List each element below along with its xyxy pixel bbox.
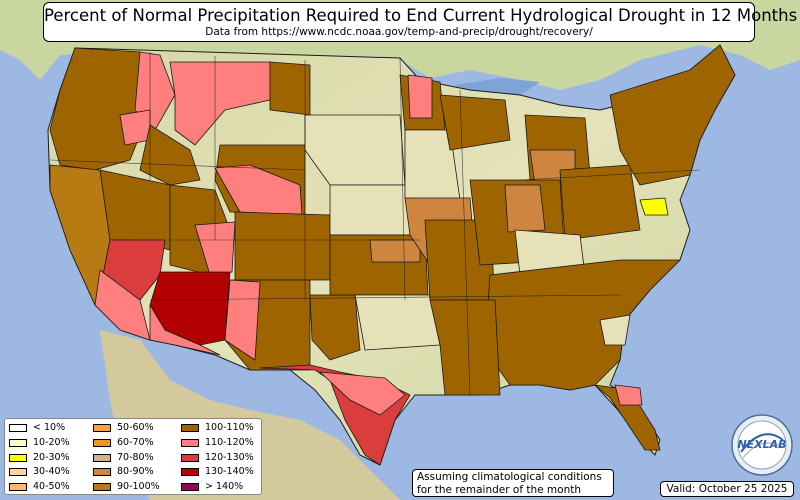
region-montana-east	[269, 61, 311, 116]
legend-label: 40-50%	[33, 481, 70, 493]
legend-item: 90-100%	[93, 481, 160, 493]
legend-label: 130-140%	[205, 466, 254, 478]
legend-item: 10-20%	[9, 437, 70, 449]
region-maryland-yellow	[639, 197, 669, 216]
legend-item: > 140%	[181, 481, 243, 493]
region-idaho-south	[139, 124, 201, 186]
region-florida-north-pink	[614, 384, 643, 406]
region-texas-central-pink	[319, 371, 406, 416]
region-arkansas-louisiana	[429, 299, 501, 396]
legend-label: 60-70%	[117, 436, 154, 448]
legend-swatch	[181, 468, 199, 477]
region-nebraska-light	[329, 184, 411, 236]
legend-item: 40-50%	[9, 481, 70, 493]
legend-swatch	[93, 453, 111, 462]
region-southeast	[484, 259, 681, 391]
legend-swatch	[9, 424, 27, 432]
region-wisconsin	[439, 94, 511, 151]
region-minnesota-pink	[407, 74, 433, 119]
assumption-note: Assuming climatological conditions for t…	[412, 469, 614, 497]
legend-swatch	[181, 424, 199, 432]
legend-label: 10-20%	[33, 436, 70, 448]
legend-swatch	[93, 424, 111, 432]
legend-item: 130-140%	[181, 466, 254, 478]
assumption-line-1: Assuming climatological conditions	[417, 471, 602, 483]
legend-label: 120-130%	[205, 451, 254, 463]
legend-swatch	[93, 483, 111, 492]
nexlab-logo: NEXLAB	[731, 414, 793, 476]
map-title: Percent of Normal Precipitation Required…	[44, 6, 798, 25]
legend-item: 30-40%	[9, 466, 70, 478]
legend-item: 60-70%	[93, 437, 154, 449]
legend-label: 100-110%	[205, 422, 254, 433]
legend-label: 50-60%	[117, 422, 154, 433]
region-oklahoma-light	[354, 294, 441, 351]
region-indiana-patch	[504, 184, 546, 233]
legend: < 10% 10-20% 20-30% 30-40% 40-50% 50-60% 60-70…	[4, 418, 262, 495]
valid-date: Valid: October 25 2025	[660, 481, 794, 497]
logo-text: NEXLAB	[737, 438, 786, 451]
legend-swatch	[181, 483, 199, 492]
legend-label: < 10%	[33, 422, 66, 433]
legend-label: 30-40%	[33, 466, 70, 478]
legend-label: 70-80%	[117, 451, 154, 463]
legend-label: 90-100%	[117, 481, 160, 493]
legend-item: < 10%	[9, 422, 65, 434]
region-ohio-wv	[559, 164, 641, 241]
region-colorado	[234, 211, 331, 281]
legend-swatch	[93, 468, 111, 477]
legend-label: 20-30%	[33, 451, 70, 463]
legend-label: 110-120%	[205, 436, 254, 448]
legend-swatch	[181, 453, 199, 462]
legend-item: 100-110%	[181, 422, 254, 434]
legend-item: 80-90%	[93, 466, 154, 478]
legend-swatch	[9, 468, 27, 477]
region-wyoming-south-pink	[214, 164, 303, 216]
region-arizona-south-pink	[149, 304, 221, 356]
region-utah-south-pink	[194, 221, 236, 276]
legend-label: > 140%	[205, 481, 244, 493]
legend-item: 70-80%	[93, 452, 154, 464]
legend-item: 110-120%	[181, 437, 254, 449]
legend-swatch	[181, 438, 199, 447]
legend-swatch	[93, 438, 111, 447]
title-box: Percent of Normal Precipitation Required…	[43, 2, 798, 42]
legend-item: 50-60%	[93, 422, 154, 434]
map-subtitle: Data from https://www.ncdc.noaa.gov/temp…	[205, 26, 593, 38]
assumption-line-2: for the remainder of the month	[417, 483, 582, 496]
region-georgia-light	[599, 314, 631, 346]
legend-swatch	[9, 438, 27, 447]
region-kansas-patch	[369, 239, 421, 263]
legend-label: 80-90%	[117, 466, 154, 478]
region-oregon-pink	[119, 109, 151, 146]
legend-swatch	[9, 453, 27, 462]
legend-swatch	[9, 483, 27, 492]
region-new-mexico-west-pink	[224, 279, 261, 361]
region-northeast	[609, 44, 736, 186]
legend-item: 120-130%	[181, 452, 254, 464]
legend-item: 20-30%	[9, 452, 70, 464]
region-socal-pink	[94, 269, 151, 341]
